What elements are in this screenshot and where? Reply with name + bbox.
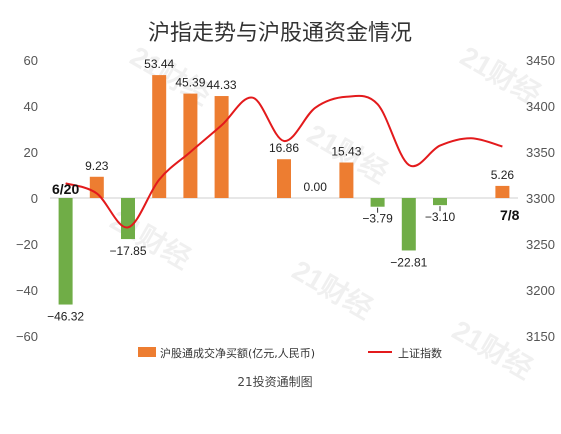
left-axis-tick-label: −20 bbox=[16, 237, 38, 252]
bar-value-label: −22.81 bbox=[390, 255, 427, 269]
right-axis: 3450 3400 3350 3300 3250 3200 3150 bbox=[526, 53, 555, 344]
left-axis-tick-label: 60 bbox=[24, 53, 38, 68]
bar-6-20 bbox=[58, 198, 73, 305]
bar-value-label: 16.86 bbox=[269, 141, 299, 155]
left-axis-tick-label: 40 bbox=[24, 99, 38, 114]
right-axis-tick-label: 3350 bbox=[526, 145, 555, 160]
left-axis-tick-label: −60 bbox=[16, 329, 38, 344]
bar-6-27 bbox=[214, 96, 229, 198]
chart-credit: 21投资通制图 bbox=[237, 374, 312, 389]
start-date-annotation: 6/20 bbox=[52, 181, 79, 197]
right-axis-tick-label: 3250 bbox=[526, 237, 555, 252]
end-date-annotation: 7/8 bbox=[500, 207, 520, 223]
bar-7-4 bbox=[370, 198, 385, 207]
left-axis-tick-label: −40 bbox=[16, 283, 38, 298]
watermark-text: 21财经 bbox=[287, 253, 378, 324]
bar-value-label: 5.26 bbox=[491, 168, 515, 182]
bar-value-label: −46.32 bbox=[47, 310, 84, 324]
bar-series bbox=[58, 75, 510, 305]
right-axis-tick-label: 3200 bbox=[526, 283, 555, 298]
left-axis: 60 40 20 0 −20 −40 −60 bbox=[16, 53, 38, 344]
bar-6-23 bbox=[152, 75, 167, 198]
chart-title: 沪指走势与沪股通资金情况 bbox=[148, 21, 412, 46]
legend-bar-swatch bbox=[138, 347, 156, 357]
bar-value-label: −3.10 bbox=[425, 210, 456, 224]
watermark-text: 21财经 bbox=[447, 313, 538, 384]
bar-7-1 bbox=[339, 162, 354, 198]
bar-7-6 bbox=[433, 198, 447, 206]
label-leaders bbox=[377, 206, 441, 213]
bar-value-label: 44.33 bbox=[207, 78, 237, 92]
right-axis-tick-label: 3150 bbox=[526, 329, 555, 344]
bar-7-8 bbox=[495, 185, 510, 198]
legend: 沪股通成交净买额(亿元,人民币) 上证指数 bbox=[138, 346, 442, 360]
bar-value-label: 53.44 bbox=[144, 57, 174, 71]
right-axis-tick-label: 3450 bbox=[526, 53, 555, 68]
left-axis-tick-label: 0 bbox=[31, 191, 38, 206]
bar-value-label: 45.39 bbox=[175, 76, 205, 90]
bar-6-22 bbox=[121, 198, 135, 240]
right-axis-tick-label: 3300 bbox=[526, 191, 555, 206]
legend-line-label: 上证指数 bbox=[398, 346, 442, 360]
bar-value-label: 9.23 bbox=[85, 159, 109, 173]
bar-6-21 bbox=[89, 176, 104, 198]
bar-6-24 bbox=[183, 93, 198, 198]
bar-7-5 bbox=[401, 198, 416, 251]
bar-value-label: −3.79 bbox=[362, 212, 393, 226]
index-line bbox=[65, 94, 503, 229]
bar-value-label: −17.85 bbox=[109, 244, 146, 258]
watermark-text: 21财经 bbox=[105, 203, 196, 274]
bar-value-label: 0.00 bbox=[304, 180, 328, 194]
bar-value-label: 15.43 bbox=[331, 145, 361, 159]
legend-bar-label: 沪股通成交净买额(亿元,人民币) bbox=[160, 346, 315, 360]
right-axis-tick-label: 3400 bbox=[526, 99, 555, 114]
bar-6-29 bbox=[277, 159, 291, 198]
left-axis-tick-label: 20 bbox=[24, 145, 38, 160]
